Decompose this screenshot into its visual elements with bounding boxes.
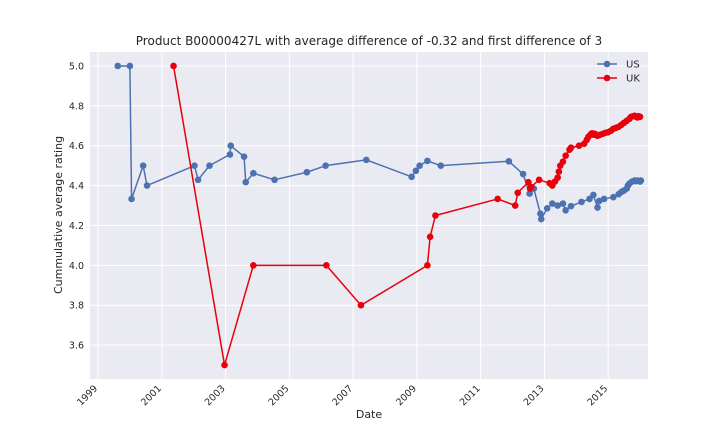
x-tick-label: 2003 — [203, 383, 228, 408]
legend-item-uk: UK — [597, 74, 640, 85]
y-tick-label: 4.2 — [69, 221, 84, 232]
data-point-us — [128, 195, 135, 203]
data-point-us — [543, 205, 551, 212]
data-point-uk — [170, 62, 177, 70]
data-point-us — [416, 162, 423, 169]
data-point-us — [271, 176, 278, 184]
data-point-us — [143, 182, 151, 189]
x-tick-label: 2009 — [394, 383, 419, 408]
data-point-us — [526, 190, 533, 197]
legend-marker-uk — [603, 74, 611, 82]
y-axis: 3.6 3.8 4.0 4.2 4.4 4.6 4.8 5.0 — [69, 61, 84, 351]
data-point-uk — [636, 113, 644, 121]
data-point-uk — [575, 142, 583, 150]
data-point-us — [519, 170, 527, 178]
legend-label-us: US — [626, 60, 640, 71]
data-point-us — [362, 156, 370, 164]
data-point-us — [250, 169, 257, 177]
chart-title: Product B00000427L with average differen… — [136, 34, 602, 48]
data-point-us — [126, 62, 134, 70]
data-point-uk — [357, 301, 365, 309]
data-point-uk — [535, 176, 543, 184]
legend-item-us: US — [597, 60, 640, 71]
data-point-us — [610, 193, 617, 201]
data-point-us — [559, 200, 567, 207]
x-tick-label: 2005 — [267, 383, 292, 408]
data-point-us — [637, 177, 645, 184]
data-point-us — [408, 173, 415, 181]
data-point-us — [554, 202, 561, 209]
x-axis: 1999 2001 2003 2005 2007 2009 2011 2013 2015 — [75, 383, 610, 408]
data-point-uk — [555, 168, 563, 175]
data-point-uk — [511, 202, 519, 209]
data-point-us — [114, 62, 122, 70]
y-tick-label: 3.8 — [69, 301, 84, 312]
data-point-uk — [323, 262, 330, 269]
data-point-us — [549, 200, 556, 207]
data-point-uk — [250, 262, 257, 269]
data-point-uk — [432, 212, 439, 219]
x-tick-label: 2013 — [522, 383, 547, 408]
data-point-us — [578, 198, 585, 206]
data-point-us — [242, 178, 250, 186]
plot-area — [90, 52, 648, 379]
data-point-us — [240, 153, 248, 160]
x-tick-label: 1999 — [75, 383, 100, 408]
legend: US UK — [597, 60, 640, 85]
data-point-us — [226, 151, 234, 158]
x-tick-label: 2011 — [458, 383, 483, 408]
data-point-uk — [514, 189, 522, 197]
data-point-us — [505, 157, 513, 165]
data-point-us — [537, 215, 545, 223]
series-uk — [170, 62, 644, 369]
y-tick-label: 4.0 — [69, 261, 84, 272]
legend-marker-us — [603, 60, 611, 68]
y-axis-label: Cummulative average rating — [52, 136, 65, 294]
y-tick-label: 4.6 — [69, 141, 84, 152]
x-tick-label: 2007 — [330, 383, 355, 408]
data-point-us — [600, 195, 608, 203]
data-point-us — [537, 210, 544, 218]
data-point-uk — [527, 183, 535, 191]
x-tick-label: 2015 — [585, 383, 610, 408]
data-point-us — [590, 191, 597, 199]
data-point-uk — [554, 174, 561, 181]
data-point-us — [322, 162, 329, 169]
data-point-us — [424, 157, 431, 165]
data-point-us — [139, 162, 147, 169]
data-point-uk — [221, 361, 228, 369]
data-point-us — [412, 167, 420, 175]
data-point-us — [437, 162, 445, 169]
data-point-uk — [494, 195, 501, 203]
y-tick-label: 3.6 — [69, 341, 84, 352]
series-layer — [114, 62, 645, 369]
data-point-uk — [426, 233, 434, 241]
data-point-us — [206, 162, 213, 169]
data-point-us — [303, 168, 311, 176]
data-point-uk — [525, 178, 532, 186]
data-point-us — [594, 204, 601, 211]
data-point-uk — [567, 144, 575, 152]
data-point-uk — [424, 262, 431, 269]
data-point-us — [194, 176, 202, 184]
data-point-uk — [562, 152, 569, 159]
y-tick-label: 4.4 — [69, 181, 84, 192]
data-point-us — [567, 202, 575, 210]
x-tick-label: 2001 — [139, 383, 164, 408]
data-point-us — [562, 207, 569, 214]
y-tick-label: 5.0 — [69, 61, 84, 72]
data-point-us — [191, 162, 198, 169]
y-tick-label: 4.8 — [69, 101, 84, 112]
data-point-uk — [559, 158, 567, 165]
data-point-us — [227, 142, 235, 150]
x-axis-label: Date — [356, 408, 383, 421]
legend-label-uk: UK — [626, 74, 640, 85]
